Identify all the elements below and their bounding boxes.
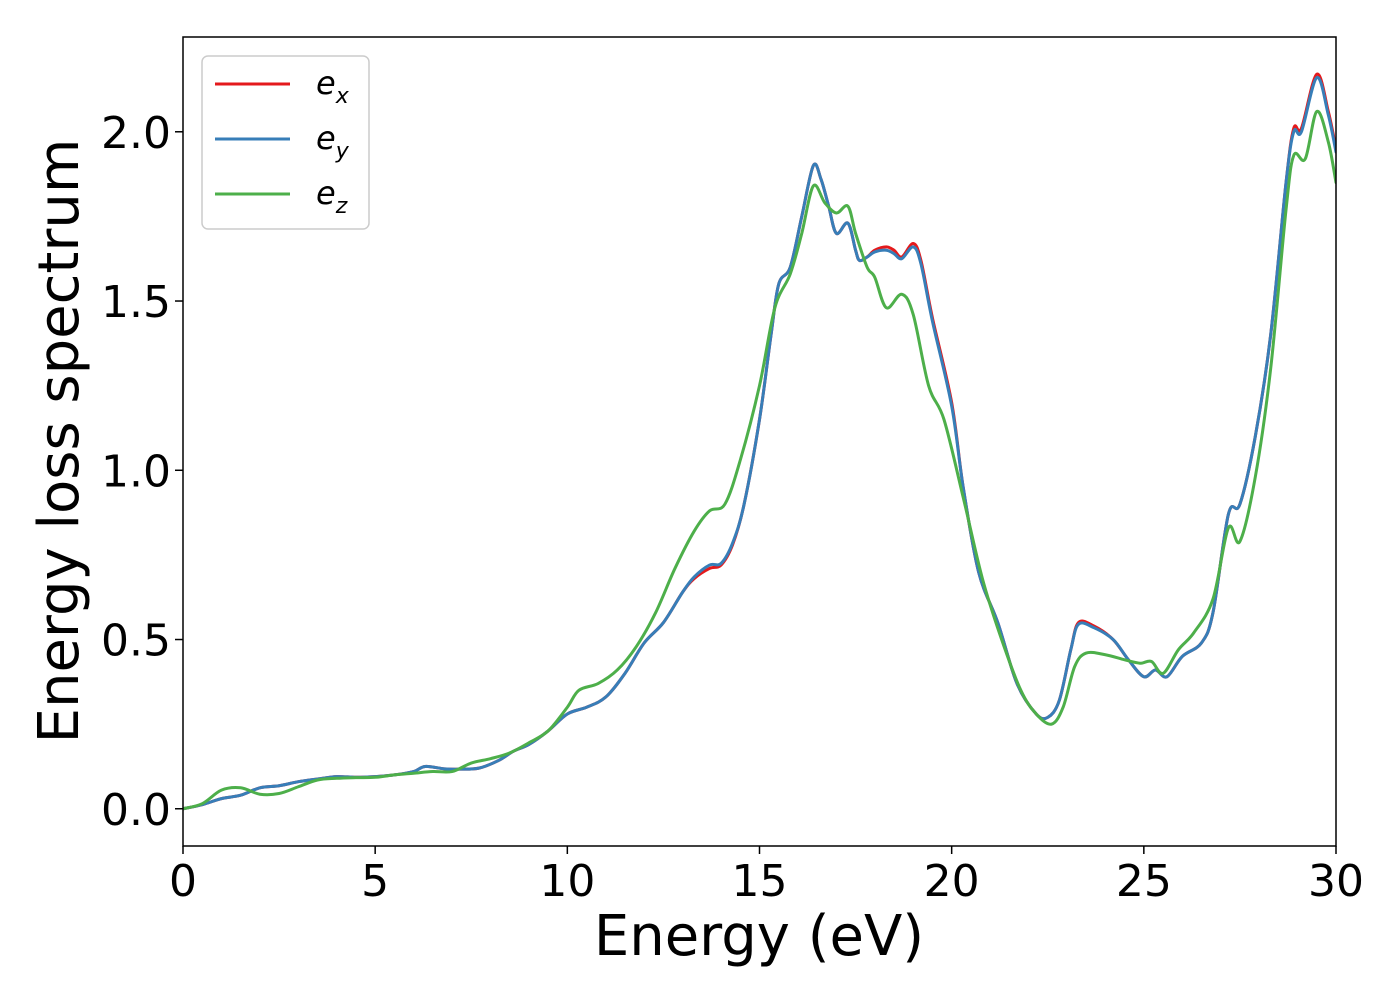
series-lines [183, 72, 1336, 811]
x-tick-label: 0 [169, 856, 197, 907]
legend-label-e-y: ey [316, 119, 350, 164]
x-tick-label: 15 [732, 856, 788, 907]
x-tick-label: 25 [1116, 856, 1172, 907]
y-tick-label: 2.0 [101, 108, 171, 159]
x-tick-label: 5 [361, 856, 389, 907]
x-tick-label: 30 [1308, 856, 1364, 907]
ticks: 0 5 10 15 20 25 30 0.0 0.5 1.0 1.5 2.0 [101, 108, 1364, 907]
legend: ex ey ez [201, 55, 370, 230]
y-tick-label: 0.5 [101, 616, 171, 667]
y-tick-label: 1.5 [101, 277, 171, 328]
series-line-e-z [183, 109, 1336, 811]
series-line-e-y [183, 76, 1336, 811]
y-tick-label: 0.0 [101, 785, 171, 836]
legend-label-e-x: ex [316, 64, 350, 109]
legend-box [201, 55, 370, 230]
x-tick-label: 10 [539, 856, 595, 907]
x-axis-label: Energy (eV) [594, 904, 924, 969]
x-tick-label: 20 [924, 856, 980, 907]
legend-label-e-z: ez [316, 174, 348, 219]
y-axis-label: Energy loss spectrum [27, 139, 92, 744]
y-tick-label: 1.0 [101, 446, 171, 497]
